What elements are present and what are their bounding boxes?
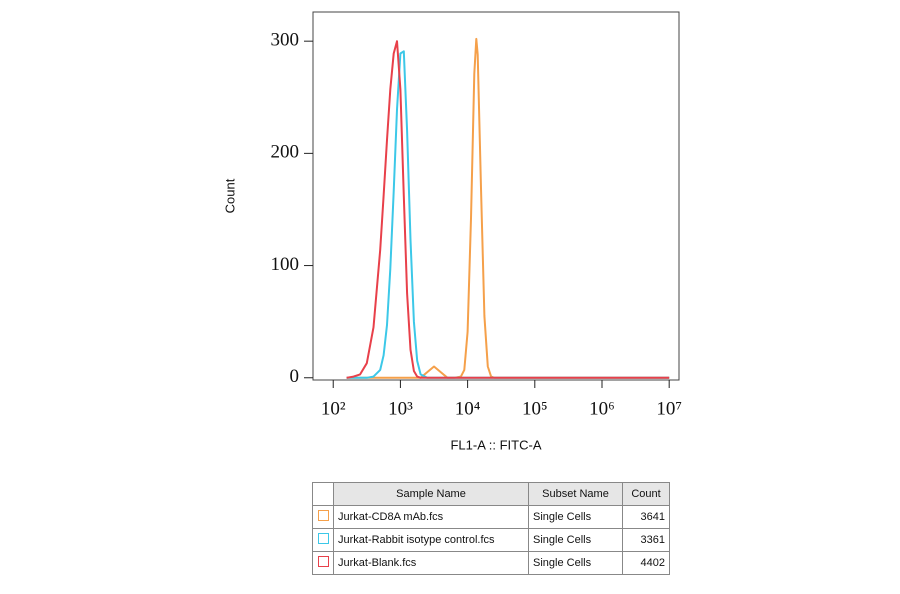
swatch-cell <box>312 505 334 529</box>
histogram-line <box>346 50 670 379</box>
x-tick-label: 10² <box>321 398 346 419</box>
plot-frame <box>312 11 680 381</box>
x-tick-label: 10⁴ <box>455 398 481 419</box>
count-cell: 4402 <box>622 551 670 575</box>
legend-swatch <box>317 510 329 521</box>
legend-entry: Jurkat-Blank.fcs <box>333 551 529 575</box>
count-cell: 3361 <box>622 528 670 552</box>
x-axis-label: FL1-A :: FITC-A <box>450 437 541 452</box>
table-row: Jurkat-Blank.fcs Single Cells 4402 <box>312 551 670 575</box>
legend-table: Sample Name Subset Name Count Jurkat-CD8… <box>312 482 670 575</box>
table-row: Jurkat-Rabbit isotype control.fcs Single … <box>312 528 670 552</box>
x-tick-label: 10³ <box>388 398 413 419</box>
table-body: Jurkat-CD8A mAb.fcs Single Cells 3641 Jurka… <box>312 505 670 575</box>
histogram-line <box>346 40 670 379</box>
table-row: Jurkat-CD8A mAb.fcs Single Cells 3641 <box>312 505 670 529</box>
y-tick-label: 200 <box>271 142 300 163</box>
legend-entry: Jurkat-CD8A mAb.fcs <box>333 505 529 529</box>
legend-entry: Jurkat-Rabbit isotype control.fcs <box>333 528 529 552</box>
legend-swatch <box>317 533 329 544</box>
x-tick-label: 10⁷ <box>656 398 682 419</box>
swatch-cell <box>312 551 334 575</box>
count-cell: 3641 <box>622 505 670 529</box>
x-tick-label: 10⁵ <box>522 398 548 419</box>
header-cell: Count <box>622 482 670 506</box>
y-axis-label: Count <box>222 178 237 213</box>
legend-swatch <box>317 556 329 567</box>
histogram-line <box>346 37 670 379</box>
subset-cell: Single Cells <box>528 551 623 575</box>
swatch-cell <box>312 528 334 552</box>
x-tick-label: 10⁶ <box>589 398 615 419</box>
header-cell: Sample Name <box>333 482 529 506</box>
y-tick-label: 100 <box>271 254 300 275</box>
y-tick-label: 0 <box>290 366 300 387</box>
y-tick-label: 300 <box>271 30 300 51</box>
subset-cell: Single Cells <box>528 505 623 529</box>
table-header: Sample Name Subset Name Count <box>312 482 670 506</box>
subset-cell: Single Cells <box>528 528 623 552</box>
header-cell: Subset Name <box>528 482 623 506</box>
header-cell <box>312 482 334 506</box>
